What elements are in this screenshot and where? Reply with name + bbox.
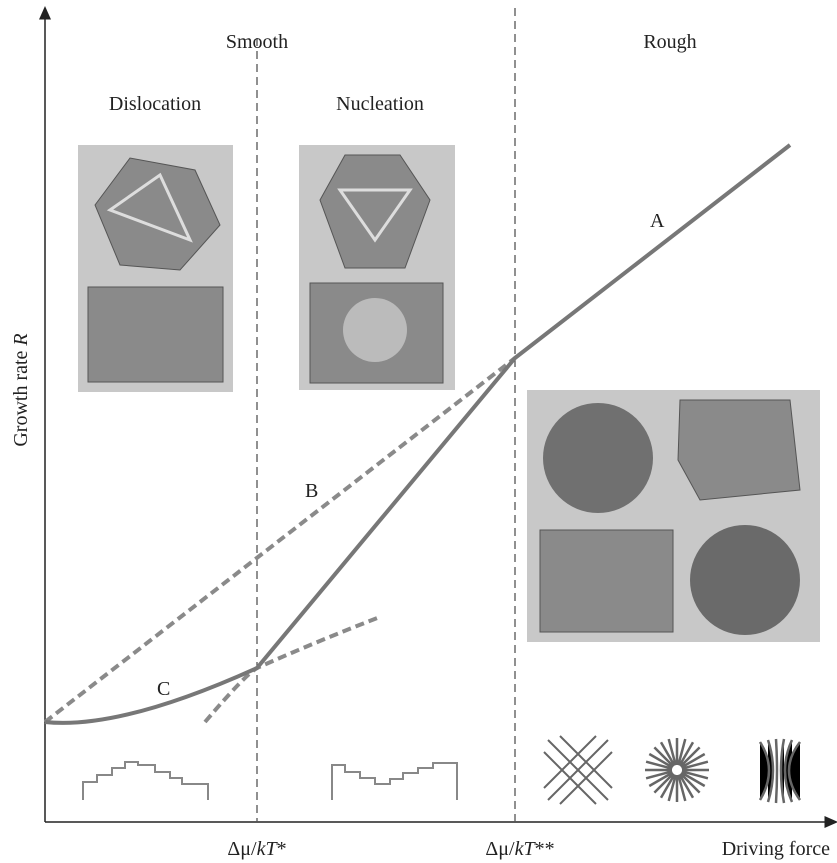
y-axis-label: Growth rate R (10, 333, 32, 446)
curve-label: B (305, 480, 318, 502)
x-axis-label: Driving force (722, 838, 830, 860)
curve-label: A (650, 210, 665, 232)
rough-icon (645, 738, 709, 802)
rough-icon (544, 736, 612, 804)
curve-b (45, 358, 515, 722)
step-profile (332, 763, 457, 800)
y-axis-variable: R (10, 333, 32, 346)
curve-label: C (157, 678, 170, 700)
region-label: Nucleation (336, 93, 424, 115)
region-label: Smooth (226, 31, 288, 53)
curve-extension (205, 617, 380, 722)
threshold-italic: kT (257, 838, 279, 860)
region-label: Rough (643, 31, 696, 53)
threshold-suffix: * (277, 838, 287, 860)
threshold-prefix: Δμ/ (227, 838, 257, 860)
photo-panel (299, 145, 455, 390)
burst-rays (645, 738, 709, 802)
region-label: Dislocation (109, 93, 201, 115)
threshold-suffix: ** (535, 838, 555, 860)
step-profile (83, 762, 208, 800)
threshold-italic: kT (515, 838, 537, 860)
photo-panel (527, 390, 820, 642)
threshold-label: Δμ/kT** (485, 838, 554, 860)
threshold-label: Δμ/kT* (227, 838, 286, 860)
photo-panel (78, 145, 233, 392)
threshold-prefix: Δμ/ (485, 838, 515, 860)
rough-icon (760, 739, 800, 803)
diagram: Smooth Rough Dislocation Nucleation A B … (0, 0, 837, 863)
y-axis-text: Growth rate (10, 350, 32, 446)
